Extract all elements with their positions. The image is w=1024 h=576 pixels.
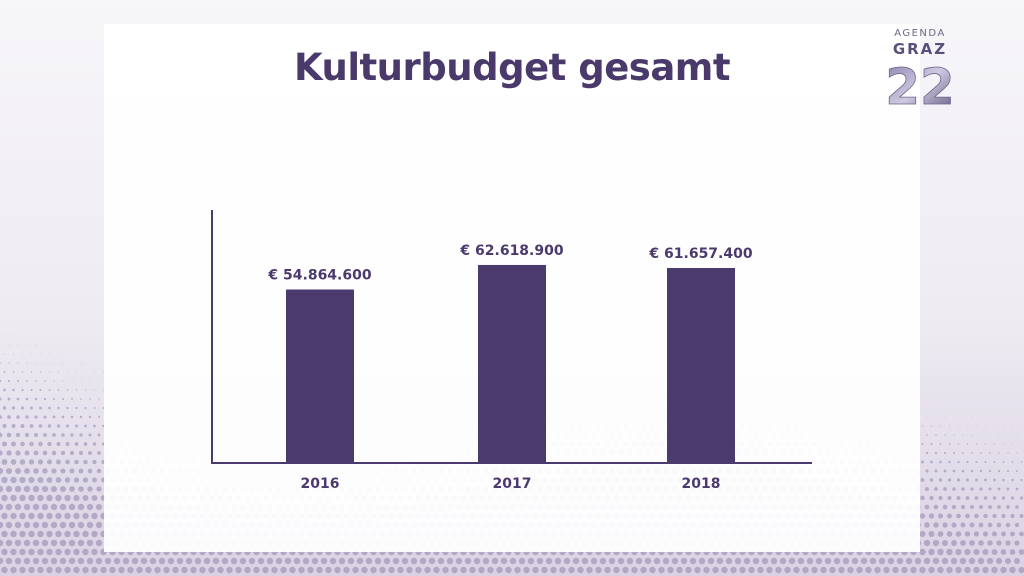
logo-number-text: 22 <box>885 60 955 110</box>
data-label-2016: € 54.864.600 <box>267 267 371 283</box>
agenda-graz-logo: AGENDA GRAZ 22 <box>880 28 960 110</box>
bar-2018 <box>667 268 735 463</box>
tick-labels-group: 2016 2017 2018 <box>301 476 721 492</box>
tick-label-2018: 2018 <box>682 476 721 492</box>
bar-2017 <box>478 264 546 463</box>
page-title: Kulturbudget gesamt <box>293 46 731 89</box>
bar-2016 <box>286 289 354 463</box>
logo-agenda-text: AGENDA <box>894 28 946 39</box>
logo-number: 22 <box>885 60 955 110</box>
data-label-2017: € 62.618.900 <box>459 243 563 259</box>
data-labels-group: € 54.864.600 € 62.618.900 € 61.657.400 <box>267 243 752 284</box>
tick-label-2017: 2017 <box>493 476 532 492</box>
data-label-2018: € 61.657.400 <box>648 246 752 262</box>
bars-group <box>286 264 735 463</box>
tick-label-2016: 2016 <box>301 476 340 492</box>
logo-graz-text: GRAZ <box>892 40 948 58</box>
